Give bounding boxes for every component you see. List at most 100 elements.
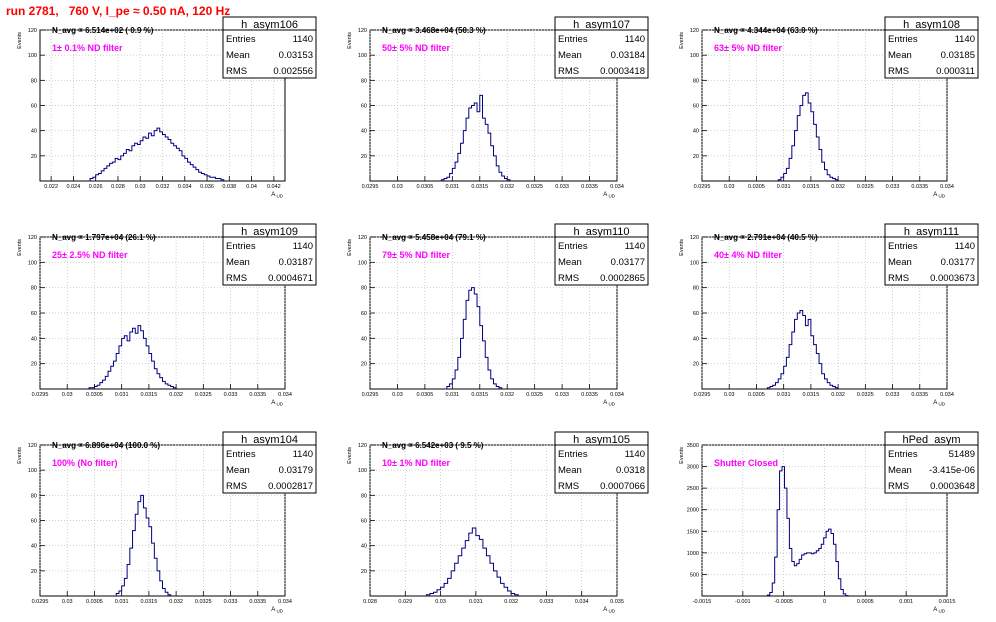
x-tick-label: -0.0015 [693,599,712,605]
histogram-steps [777,92,839,181]
x-tick-label: 0.033 [540,599,554,605]
stats-label: RMS [888,481,909,492]
y-axis-title: Events [347,447,353,464]
navg-label: N_avg = 2.791e+04 (40.5 %) [714,233,818,242]
stats-box [222,223,317,286]
stats-label: Entries [888,34,918,45]
x-tick-label: 0.03 [392,184,403,190]
x-tick-label: 0.0325 [857,184,874,190]
y-tick-label: 40 [693,129,699,135]
stats-label: Entries [226,241,256,252]
x-axis-title: A UD [933,192,946,199]
stats-title: h_asym109 [241,226,298,238]
stats-label: RMS [558,273,579,284]
y-tick-label: 20 [31,362,37,368]
x-tick-label: 0.0335 [581,184,598,190]
x-tick-label: 0.031 [445,184,459,190]
stats-title: h_asym104 [241,434,298,446]
stats-value: 0.0003418 [600,66,645,77]
x-tick-label: 0.042 [267,184,281,190]
x-tick-label: 0.0305 [416,392,433,398]
y-tick-label: 60 [361,311,367,317]
stats-value: 51489 [949,449,975,460]
y-tick-label: 120 [358,28,367,34]
stats-label: Mean [888,257,912,268]
x-tick-label: 0.03 [724,392,735,398]
stats-box [222,431,317,494]
x-tick-label: 0.033 [886,392,900,398]
x-tick-label: 0.0315 [471,184,488,190]
stats-box [884,16,979,79]
stats-value: 0.0002817 [268,481,313,492]
stats-value: 1140 [293,241,313,252]
x-tick-label: 0.032 [169,599,183,605]
y-axis-title: Events [17,447,23,464]
x-tick-label: 0.034 [940,392,954,398]
y-tick-label: 20 [693,154,699,160]
y-tick-label: 100 [358,53,367,59]
stats-box [884,431,979,494]
x-tick-label: 0.033 [224,599,238,605]
y-tick-label: 60 [361,519,367,525]
x-axis-title: A UD [271,607,284,614]
y-tick-label: 500 [690,572,699,578]
stats-value: 0.03184 [611,50,645,61]
y-tick-label: 40 [31,336,37,342]
histogram-steps [766,309,839,389]
stats-label: Entries [558,34,588,45]
stats-value: 0.002556 [273,66,313,77]
x-tick-label: 0.032 [504,599,518,605]
filter-annotation: 40± 4% ND filter [714,250,782,260]
x-tick-label: 0.031 [115,599,129,605]
y-tick-label: 20 [31,154,37,160]
x-tick-label: -0.0005 [774,599,793,605]
stats-value: 1140 [625,449,645,460]
stats-box [554,16,649,79]
pad-h_asym111: 0.0295 0.03 0.0305 0.031 0.0315 0.032 0.0325 0.… [679,223,979,407]
stats-value: 1140 [293,34,313,45]
y-axis-title: Events [679,32,685,49]
y-tick-label: 1000 [687,551,699,557]
stats-label: RMS [888,273,909,284]
navg-label: N_avg = 1.797e+04 (26.1 %) [52,233,156,242]
x-tick-label: 0.032 [500,392,514,398]
x-tick-label: 0.0315 [802,392,819,398]
navg-label: N_avg = 6.896e+04 (100.0 %) [52,441,160,450]
x-tick-label: 0.0325 [195,599,212,605]
stats-label: Entries [888,449,918,460]
filter-annotation: 63± 5% ND filter [714,43,782,53]
histogram-steps [446,287,503,389]
y-tick-label: 120 [28,28,37,34]
x-tick-label: 0.031 [777,184,791,190]
stats-value: 1140 [293,449,313,460]
stats-value: -3.415e-06 [929,465,975,476]
filter-annotation: 50± 5% ND filter [382,43,450,53]
stats-value: 1140 [955,34,975,45]
x-tick-label: 0.03 [62,392,73,398]
x-tick-label: 0.0295 [694,184,711,190]
x-tick-label: 0.031 [115,392,129,398]
y-tick-label: 2000 [687,508,699,514]
y-tick-label: 3000 [687,465,699,471]
x-tick-label: 0.0325 [526,184,543,190]
y-tick-label: 80 [31,78,37,84]
y-tick-label: 80 [693,286,699,292]
stats-label: RMS [226,481,247,492]
x-tick-label: 0.033 [555,184,569,190]
stats-label: RMS [226,66,247,77]
x-tick-label: 0.03 [392,392,403,398]
filter-annotation: 100% (No filter) [52,458,118,468]
x-tick-label: 0.034 [278,599,292,605]
x-tick-label: 0.03 [62,599,73,605]
x-tick-label: 0.0295 [694,392,711,398]
stats-label: Mean [558,50,582,61]
x-axis-title: A UD [933,400,946,407]
y-tick-label: 20 [693,362,699,368]
y-tick-label: 40 [693,336,699,342]
x-tick-label: 0.0315 [802,184,819,190]
navg-label: N_avg = 5.458e+04 (79.1 %) [382,233,486,242]
y-tick-label: 120 [690,235,699,241]
x-tick-label: 0.034 [940,184,954,190]
filter-annotation: Shutter Closed [714,458,778,468]
